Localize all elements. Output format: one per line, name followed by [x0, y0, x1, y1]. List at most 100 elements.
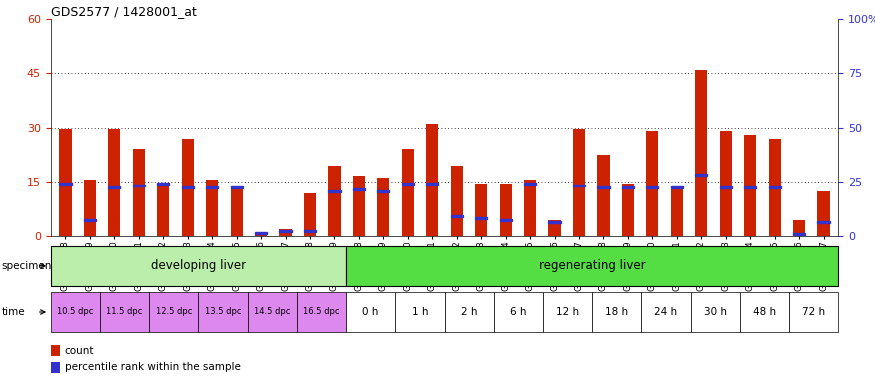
Bar: [789, 292, 838, 332]
Text: time: time: [2, 307, 25, 317]
Bar: [206, 180, 218, 236]
Bar: [475, 217, 487, 219]
Bar: [402, 149, 414, 236]
Bar: [60, 129, 72, 236]
Bar: [647, 131, 659, 236]
Bar: [641, 292, 690, 332]
Text: 24 h: 24 h: [654, 307, 677, 317]
Bar: [297, 292, 346, 332]
Bar: [248, 292, 297, 332]
Bar: [377, 190, 389, 192]
Bar: [149, 292, 199, 332]
Bar: [328, 166, 340, 236]
Bar: [690, 292, 740, 332]
Text: 72 h: 72 h: [802, 307, 825, 317]
Bar: [475, 184, 487, 236]
Bar: [622, 187, 634, 188]
Bar: [793, 233, 805, 235]
Bar: [255, 233, 267, 236]
Bar: [230, 187, 242, 236]
Bar: [51, 292, 100, 332]
Bar: [100, 292, 149, 332]
Bar: [451, 215, 463, 217]
Bar: [279, 230, 291, 232]
Bar: [328, 190, 340, 192]
Text: 0 h: 0 h: [362, 307, 379, 317]
Text: 11.5 dpc: 11.5 dpc: [107, 308, 143, 316]
Bar: [108, 129, 121, 236]
Bar: [402, 183, 414, 185]
Text: 2 h: 2 h: [461, 307, 478, 317]
Bar: [84, 219, 96, 221]
Bar: [84, 180, 96, 236]
Text: developing liver: developing liver: [150, 260, 246, 272]
Bar: [158, 183, 170, 185]
Bar: [199, 292, 248, 332]
Text: 48 h: 48 h: [752, 307, 776, 317]
Bar: [346, 292, 396, 332]
Bar: [719, 131, 732, 236]
Bar: [740, 292, 789, 332]
Bar: [598, 155, 610, 236]
Bar: [346, 246, 838, 286]
Bar: [622, 184, 634, 236]
Bar: [793, 220, 805, 236]
Bar: [451, 166, 463, 236]
Bar: [549, 221, 561, 223]
Bar: [500, 184, 512, 236]
Bar: [230, 187, 242, 188]
Bar: [444, 292, 493, 332]
Bar: [51, 246, 346, 286]
Text: 14.5 dpc: 14.5 dpc: [254, 308, 290, 316]
Bar: [304, 230, 316, 232]
Bar: [304, 193, 316, 236]
Bar: [377, 178, 389, 236]
Bar: [573, 185, 585, 187]
Bar: [647, 187, 659, 188]
Bar: [60, 183, 72, 185]
Bar: [500, 219, 512, 221]
Text: 18 h: 18 h: [606, 307, 628, 317]
Bar: [133, 185, 145, 187]
Bar: [493, 292, 542, 332]
Bar: [182, 187, 194, 188]
Text: count: count: [65, 346, 94, 356]
Text: 13.5 dpc: 13.5 dpc: [205, 308, 242, 316]
Bar: [695, 174, 707, 175]
Text: 12 h: 12 h: [556, 307, 579, 317]
Text: 1 h: 1 h: [411, 307, 428, 317]
Bar: [598, 187, 610, 188]
Bar: [573, 129, 585, 236]
Bar: [719, 187, 732, 188]
Bar: [744, 187, 756, 188]
Bar: [768, 187, 780, 188]
Bar: [549, 220, 561, 236]
Bar: [671, 189, 683, 236]
Bar: [768, 139, 780, 236]
Text: 12.5 dpc: 12.5 dpc: [156, 308, 192, 316]
Bar: [524, 183, 536, 185]
Bar: [279, 229, 291, 236]
Bar: [817, 191, 829, 236]
Bar: [182, 139, 194, 236]
Text: 10.5 dpc: 10.5 dpc: [57, 308, 94, 316]
Text: 16.5 dpc: 16.5 dpc: [304, 308, 340, 316]
Bar: [158, 184, 170, 236]
Text: 6 h: 6 h: [510, 307, 527, 317]
Bar: [671, 187, 683, 188]
Bar: [524, 180, 536, 236]
Text: 30 h: 30 h: [704, 307, 727, 317]
Text: GDS2577 / 1428001_at: GDS2577 / 1428001_at: [51, 5, 197, 18]
Text: specimen: specimen: [2, 261, 52, 271]
Bar: [255, 232, 267, 234]
Bar: [51, 345, 60, 356]
Bar: [592, 292, 641, 332]
Bar: [744, 135, 756, 236]
Bar: [51, 362, 60, 373]
Text: percentile rank within the sample: percentile rank within the sample: [65, 362, 241, 372]
Bar: [133, 149, 145, 236]
Bar: [353, 188, 365, 190]
Bar: [353, 177, 365, 236]
Bar: [695, 70, 707, 236]
Bar: [542, 292, 592, 332]
